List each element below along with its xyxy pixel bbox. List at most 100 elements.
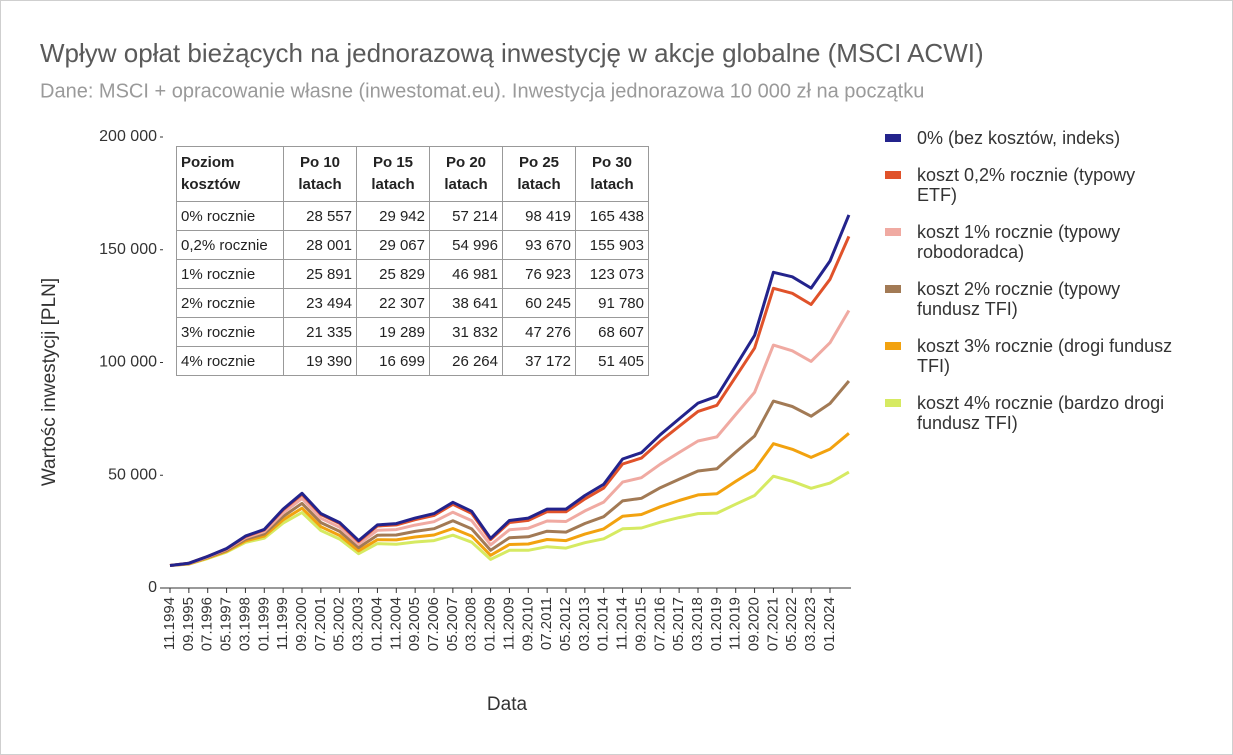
table-cell: 91 780 <box>575 288 649 318</box>
table-cell: 31 832 <box>429 317 503 347</box>
legend-swatch <box>885 399 901 407</box>
table-header-cell: Poziom kosztów <box>176 146 284 202</box>
legend-item: 0% (bez kosztów, indeks) <box>885 128 1175 148</box>
series-line <box>169 214 851 567</box>
table-cell: 0% rocznie <box>176 201 284 231</box>
table-cell: 19 390 <box>283 346 357 376</box>
legend-item: koszt 0,2% rocznie (typowy ETF) <box>885 165 1175 205</box>
x-tick-label: 11.2019 <box>727 597 744 650</box>
x-tick-label: 03.2003 <box>350 597 367 651</box>
table-cell: 26 264 <box>429 346 503 376</box>
x-tick-label: 07.2021 <box>764 597 781 651</box>
table-cell: 16 699 <box>356 346 430 376</box>
table-cell: 57 214 <box>429 201 503 231</box>
table-cell: 98 419 <box>502 201 576 231</box>
x-tick-label: 01.2009 <box>482 597 499 651</box>
table-header-cell: Po 25 latach <box>502 146 576 202</box>
table-header-row: Poziom kosztów Po 10 latach Po 15 latach Po… <box>176 146 649 202</box>
x-tick-label: 11.2014 <box>614 597 631 650</box>
legend-item: koszt 2% rocznie (typowy fundusz TFI) <box>885 279 1175 319</box>
x-tick-label: 09.1995 <box>180 597 197 651</box>
table-header-cell: Po 15 latach <box>356 146 430 202</box>
x-tick-label: 03.2013 <box>576 597 593 651</box>
table-cell: 46 981 <box>429 259 503 289</box>
x-tick-label: 09.2000 <box>293 597 310 651</box>
x-tick-label: 03.1998 <box>236 597 253 651</box>
legend-label: koszt 4% rocznie (bardzo drogi fundusz T… <box>917 393 1165 433</box>
y-tick-label: 100 000 <box>99 354 157 371</box>
x-tick-label: 09.2015 <box>632 597 649 651</box>
x-tick-label: 03.2008 <box>463 597 480 651</box>
legend-swatch <box>885 134 901 142</box>
table-cell: 76 923 <box>502 259 576 289</box>
table-cell: 54 996 <box>429 230 503 260</box>
x-tick-label: 01.2024 <box>821 597 838 651</box>
legend-item: koszt 1% rocznie (typowy robodoradca) <box>885 222 1175 262</box>
table-cell: 68 607 <box>575 317 649 347</box>
x-tick-label: 05.2017 <box>670 597 687 651</box>
legend-label: 0% (bez kosztów, indeks) <box>917 128 1121 148</box>
table-cell: 60 245 <box>502 288 576 318</box>
x-tick-label: 01.2004 <box>368 597 385 651</box>
series-line <box>169 432 850 567</box>
y-tick-label: 200 000 <box>99 128 157 145</box>
table-header-cell: Po 30 latach <box>575 146 649 202</box>
table-cell: 28 001 <box>283 230 357 260</box>
x-tick-label: 11.2009 <box>500 597 517 650</box>
legend-item: koszt 4% rocznie (bardzo drogi fundusz T… <box>885 393 1175 433</box>
x-tick-label: 03.2018 <box>689 597 706 651</box>
table-cell: 25 829 <box>356 259 430 289</box>
table-cell: 19 289 <box>356 317 430 347</box>
legend-swatch <box>885 171 901 179</box>
x-tick-label: 05.2022 <box>783 597 800 651</box>
table-cell: 23 494 <box>283 288 357 318</box>
legend-label: koszt 2% rocznie (typowy fundusz TFI) <box>917 279 1121 319</box>
table-cell: 3% rocznie <box>176 317 284 347</box>
table-row: 2% rocznie 23 494 22 307 38 641 60 245 91 780 <box>176 288 649 318</box>
x-tick-label: 05.2012 <box>557 597 574 651</box>
legend-swatch <box>885 342 901 350</box>
y-tick-label: 150 000 <box>99 241 157 258</box>
legend-label: koszt 0,2% rocznie (typowy ETF) <box>917 165 1136 205</box>
table-cell: 29 067 <box>356 230 430 260</box>
table-row: 4% rocznie 19 390 16 699 26 264 37 172 51 405 <box>176 346 649 376</box>
y-axis-title: Wartośc inwestycji [PLN] <box>39 278 60 486</box>
table-header-cell: Po 10 latach <box>283 146 357 202</box>
series-line <box>169 309 851 567</box>
x-tick-label: 09.2005 <box>406 597 423 651</box>
y-tick-label: 0 <box>148 579 157 596</box>
x-tick-label: 07.2016 <box>651 597 668 651</box>
x-tick-label: 09.2020 <box>746 597 763 651</box>
series-line <box>169 470 850 567</box>
table-row: 3% rocznie 21 335 19 289 31 832 47 276 68 607 <box>176 317 649 347</box>
summary-table: Poziom kosztów Po 10 latach Po 15 latach Po… <box>176 146 649 376</box>
table-cell: 25 891 <box>283 259 357 289</box>
table-cell: 0,2% rocznie <box>176 230 284 260</box>
table-cell: 1% rocznie <box>176 259 284 289</box>
legend-item: koszt 3% rocznie (drogi fundusz TFI) <box>885 336 1175 376</box>
table-cell: 47 276 <box>502 317 576 347</box>
x-tick-label: 11.1994 <box>161 597 178 650</box>
table-cell: 51 405 <box>575 346 649 376</box>
table-cell: 123 073 <box>575 259 649 289</box>
x-tick-label: 05.1997 <box>218 597 235 651</box>
x-axis-title: Data <box>487 694 528 715</box>
legend: 0% (bez kosztów, indeks) koszt 0,2% roczn… <box>885 128 1175 450</box>
table-header-cell: Po 20 latach <box>429 146 503 202</box>
table-cell: 22 307 <box>356 288 430 318</box>
x-tick-label: 01.2019 <box>708 597 725 651</box>
x-tick-label: 11.2004 <box>387 597 404 650</box>
table-cell: 93 670 <box>502 230 576 260</box>
table-cell: 28 557 <box>283 201 357 231</box>
x-tick-label: 09.2010 <box>519 597 536 651</box>
table-cell: 29 942 <box>356 201 430 231</box>
x-tick-label: 11.1999 <box>274 597 291 650</box>
table-row: 0,2% rocznie 28 001 29 067 54 996 93 670 155 … <box>176 230 649 260</box>
legend-label: koszt 3% rocznie (drogi fundusz TFI) <box>917 336 1173 376</box>
table-cell: 21 335 <box>283 317 357 347</box>
series-line <box>169 380 851 567</box>
legend-label: koszt 1% rocznie (typowy robodoradca) <box>917 222 1121 262</box>
table-cell: 38 641 <box>429 288 503 318</box>
table-cell: 4% rocznie <box>176 346 284 376</box>
legend-swatch <box>885 285 901 293</box>
